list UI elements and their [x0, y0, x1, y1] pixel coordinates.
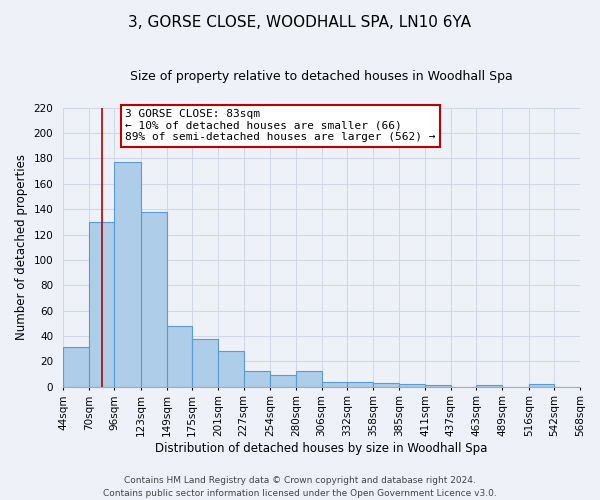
- Bar: [89, 222, 115, 386]
- Bar: [322, 382, 347, 386]
- Text: Contains HM Land Registry data © Crown copyright and database right 2024.
Contai: Contains HM Land Registry data © Crown c…: [103, 476, 497, 498]
- Bar: [244, 372, 270, 386]
- Y-axis label: Number of detached properties: Number of detached properties: [15, 154, 28, 340]
- Text: 3, GORSE CLOSE, WOODHALL SPA, LN10 6YA: 3, GORSE CLOSE, WOODHALL SPA, LN10 6YA: [128, 15, 472, 30]
- Bar: [296, 372, 322, 386]
- Bar: [270, 376, 296, 386]
- Bar: [373, 383, 400, 386]
- Bar: [141, 212, 167, 386]
- Bar: [218, 351, 244, 386]
- Text: 3 GORSE CLOSE: 83sqm
← 10% of detached houses are smaller (66)
89% of semi-detac: 3 GORSE CLOSE: 83sqm ← 10% of detached h…: [125, 109, 436, 142]
- Bar: [167, 326, 192, 386]
- Bar: [347, 382, 373, 386]
- Bar: [115, 162, 141, 386]
- Title: Size of property relative to detached houses in Woodhall Spa: Size of property relative to detached ho…: [130, 70, 513, 83]
- Bar: [529, 384, 554, 386]
- Bar: [192, 338, 218, 386]
- Bar: [400, 384, 425, 386]
- Bar: [63, 348, 89, 387]
- X-axis label: Distribution of detached houses by size in Woodhall Spa: Distribution of detached houses by size …: [155, 442, 488, 455]
